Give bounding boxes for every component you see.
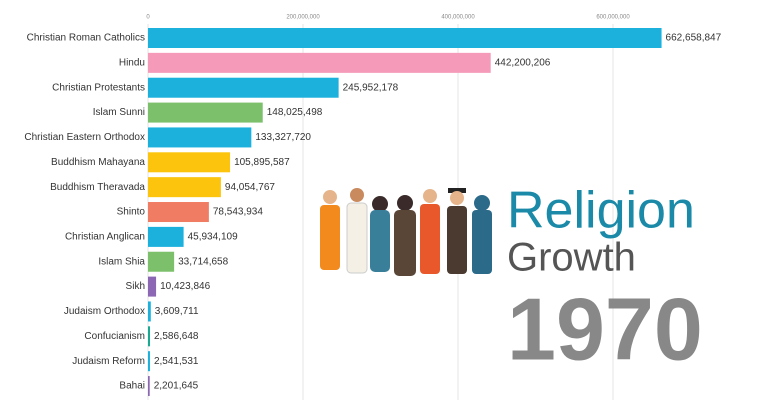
chart-subtitle: Growth xyxy=(507,236,636,280)
bar xyxy=(148,301,151,322)
category-label: Judaism Orthodox xyxy=(64,306,145,317)
value-label: 3,609,711 xyxy=(155,306,199,317)
value-label: 133,327,720 xyxy=(255,132,311,143)
value-label: 662,658,847 xyxy=(666,33,722,44)
category-label: Sikh xyxy=(126,281,145,292)
bar xyxy=(148,52,491,73)
bar xyxy=(148,251,175,272)
bar xyxy=(148,376,150,397)
value-label: 78,543,934 xyxy=(213,207,263,218)
category-label: Christian Roman Catholics xyxy=(27,33,145,44)
bar xyxy=(148,276,157,297)
value-label: 105,895,587 xyxy=(234,157,290,168)
value-label: 2,201,645 xyxy=(154,381,199,392)
value-label: 442,200,206 xyxy=(495,58,551,69)
bar xyxy=(148,351,150,372)
category-label: Hindu xyxy=(119,58,145,69)
bar xyxy=(148,326,151,347)
category-label: Islam Sunni xyxy=(93,107,145,118)
category-label: Confucianism xyxy=(84,331,145,342)
category-label: Buddhism Mahayana xyxy=(51,157,145,168)
category-label: Christian Eastern Orthodox xyxy=(24,132,145,143)
x-tick-label: 0 xyxy=(146,15,150,21)
x-tick-label: 400,000,000 xyxy=(441,15,475,21)
value-label: 148,025,498 xyxy=(267,107,323,118)
bar xyxy=(148,127,252,148)
bar xyxy=(148,226,184,247)
bar xyxy=(148,177,221,198)
category-label: Christian Protestants xyxy=(52,82,145,93)
value-label: 245,952,178 xyxy=(343,82,399,93)
bar xyxy=(148,152,231,173)
value-label: 2,541,531 xyxy=(154,356,199,367)
value-label: 45,934,109 xyxy=(188,232,238,243)
value-label: 10,423,846 xyxy=(160,281,210,292)
category-label: Buddhism Theravada xyxy=(50,182,145,193)
bar xyxy=(148,28,662,48)
chart-title: Religion xyxy=(507,182,695,240)
bar xyxy=(148,77,339,98)
bar xyxy=(148,202,209,223)
category-label: Christian Anglican xyxy=(65,232,145,243)
category-label: Islam Shia xyxy=(98,256,145,267)
category-label: Bahai xyxy=(119,381,145,392)
value-label: 33,714,658 xyxy=(178,256,228,267)
year-label: 1970 xyxy=(507,279,703,378)
category-label: Judaism Reform xyxy=(72,356,145,367)
x-tick-label: 200,000,000 xyxy=(286,15,320,21)
category-label: Shinto xyxy=(117,207,146,218)
people-illustration xyxy=(320,188,492,276)
bar xyxy=(148,102,263,123)
value-label: 94,054,767 xyxy=(225,182,275,193)
x-tick-label: 600,000,000 xyxy=(596,15,630,21)
value-label: 2,586,648 xyxy=(154,331,199,342)
